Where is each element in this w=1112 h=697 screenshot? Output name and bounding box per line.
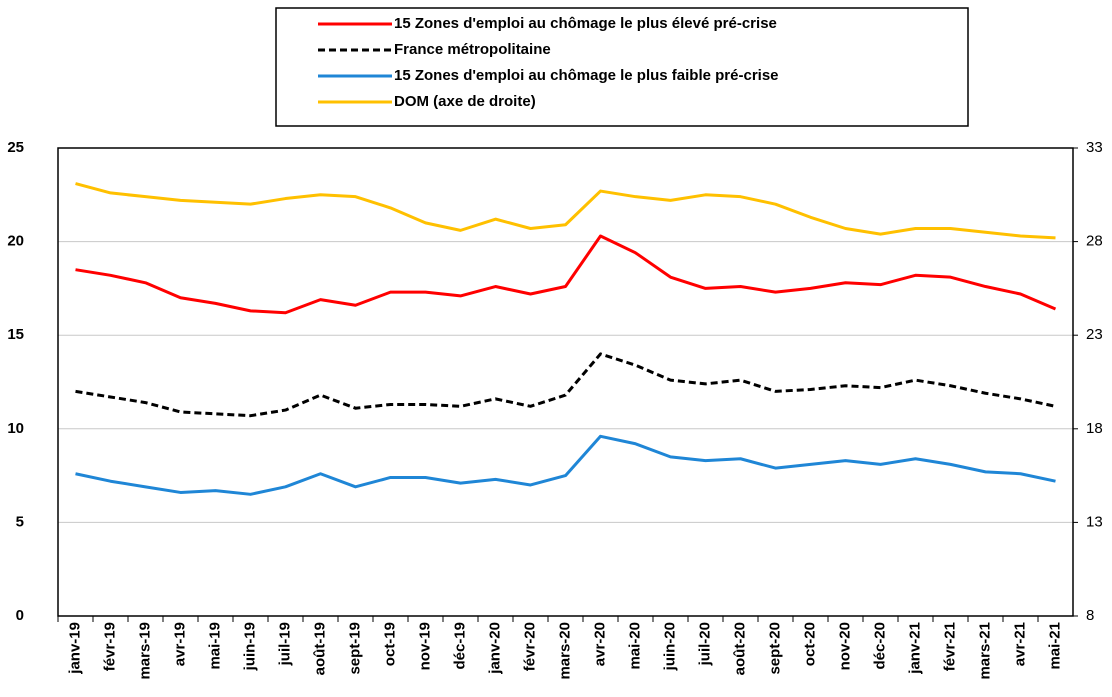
- x-tick-label: juil-19: [276, 622, 293, 666]
- y-tick-label: 20: [7, 233, 24, 250]
- series-line: [75, 182, 1056, 240]
- series-line: [75, 234, 1057, 315]
- x-tick-label: juil-20: [696, 622, 713, 666]
- x-tick-label: mars-20: [556, 622, 573, 680]
- x-tick-label: avr-19: [171, 622, 188, 666]
- x-tick-label: oct-19: [381, 622, 398, 666]
- x-tick-label: oct-20: [801, 622, 818, 666]
- legend: 15 Zones d'emploi au chômage le plus éle…: [318, 15, 779, 110]
- x-tick-label: nov-20: [836, 622, 853, 670]
- x-tick-label: avr-21: [1011, 622, 1028, 666]
- x-tick-label: févr-20: [521, 622, 538, 671]
- series-line: [75, 352, 1056, 418]
- x-tick-label: févr-21: [941, 622, 958, 671]
- y-tick-label: 0: [16, 607, 24, 624]
- y2-tick-label: 8: [1086, 607, 1094, 624]
- x-tick-label: avr-20: [591, 622, 608, 666]
- legend-box: [275, 7, 969, 127]
- y-tick-label: 15: [7, 326, 24, 343]
- x-tick-label: mars-21: [976, 622, 993, 680]
- y2-tick-label: 23: [1086, 326, 1103, 343]
- x-tick-label: mars-19: [136, 622, 153, 680]
- x-tick-label: janv-19: [66, 622, 83, 675]
- x-tick-label: mai-20: [626, 622, 643, 670]
- x-tick-label: nov-19: [416, 622, 433, 670]
- y-tick-label: 10: [7, 420, 24, 437]
- x-tick-label: août-19: [311, 622, 328, 675]
- x-tick-label: sept-19: [346, 622, 363, 675]
- y2-tick-label: 18: [1086, 420, 1103, 437]
- x-tick-label: mai-21: [1046, 622, 1063, 670]
- legend-label: 15 Zones d'emploi au chômage le plus éle…: [394, 15, 777, 32]
- y2-tick-label: 28: [1086, 233, 1103, 250]
- x-tick-label: janv-20: [486, 622, 503, 675]
- legend-label: DOM (axe de droite): [394, 93, 536, 110]
- x-tick-label: déc-20: [871, 622, 888, 670]
- legend-label: France métropolitaine: [394, 41, 551, 58]
- series-line: [75, 434, 1056, 496]
- x-tick-label: juin-20: [661, 622, 678, 671]
- x-tick-label: juin-19: [241, 622, 258, 671]
- x-tick-label: févr-19: [101, 622, 118, 671]
- x-tick-label: sept-20: [766, 622, 783, 675]
- plot-frame: [57, 147, 1074, 617]
- y2-tick-label: 13: [1086, 513, 1103, 530]
- y-tick-label: 5: [16, 513, 24, 530]
- y2-tick-label: 33: [1086, 139, 1103, 156]
- x-tick-label: déc-19: [451, 622, 468, 670]
- legend-label: 15 Zones d'emploi au chômage le plus fai…: [394, 67, 779, 84]
- x-tick-label: janv-21: [906, 622, 923, 675]
- y-tick-label: 25: [7, 139, 24, 156]
- x-tick-label: août-20: [731, 622, 748, 675]
- x-tick-label: mai-19: [206, 622, 223, 670]
